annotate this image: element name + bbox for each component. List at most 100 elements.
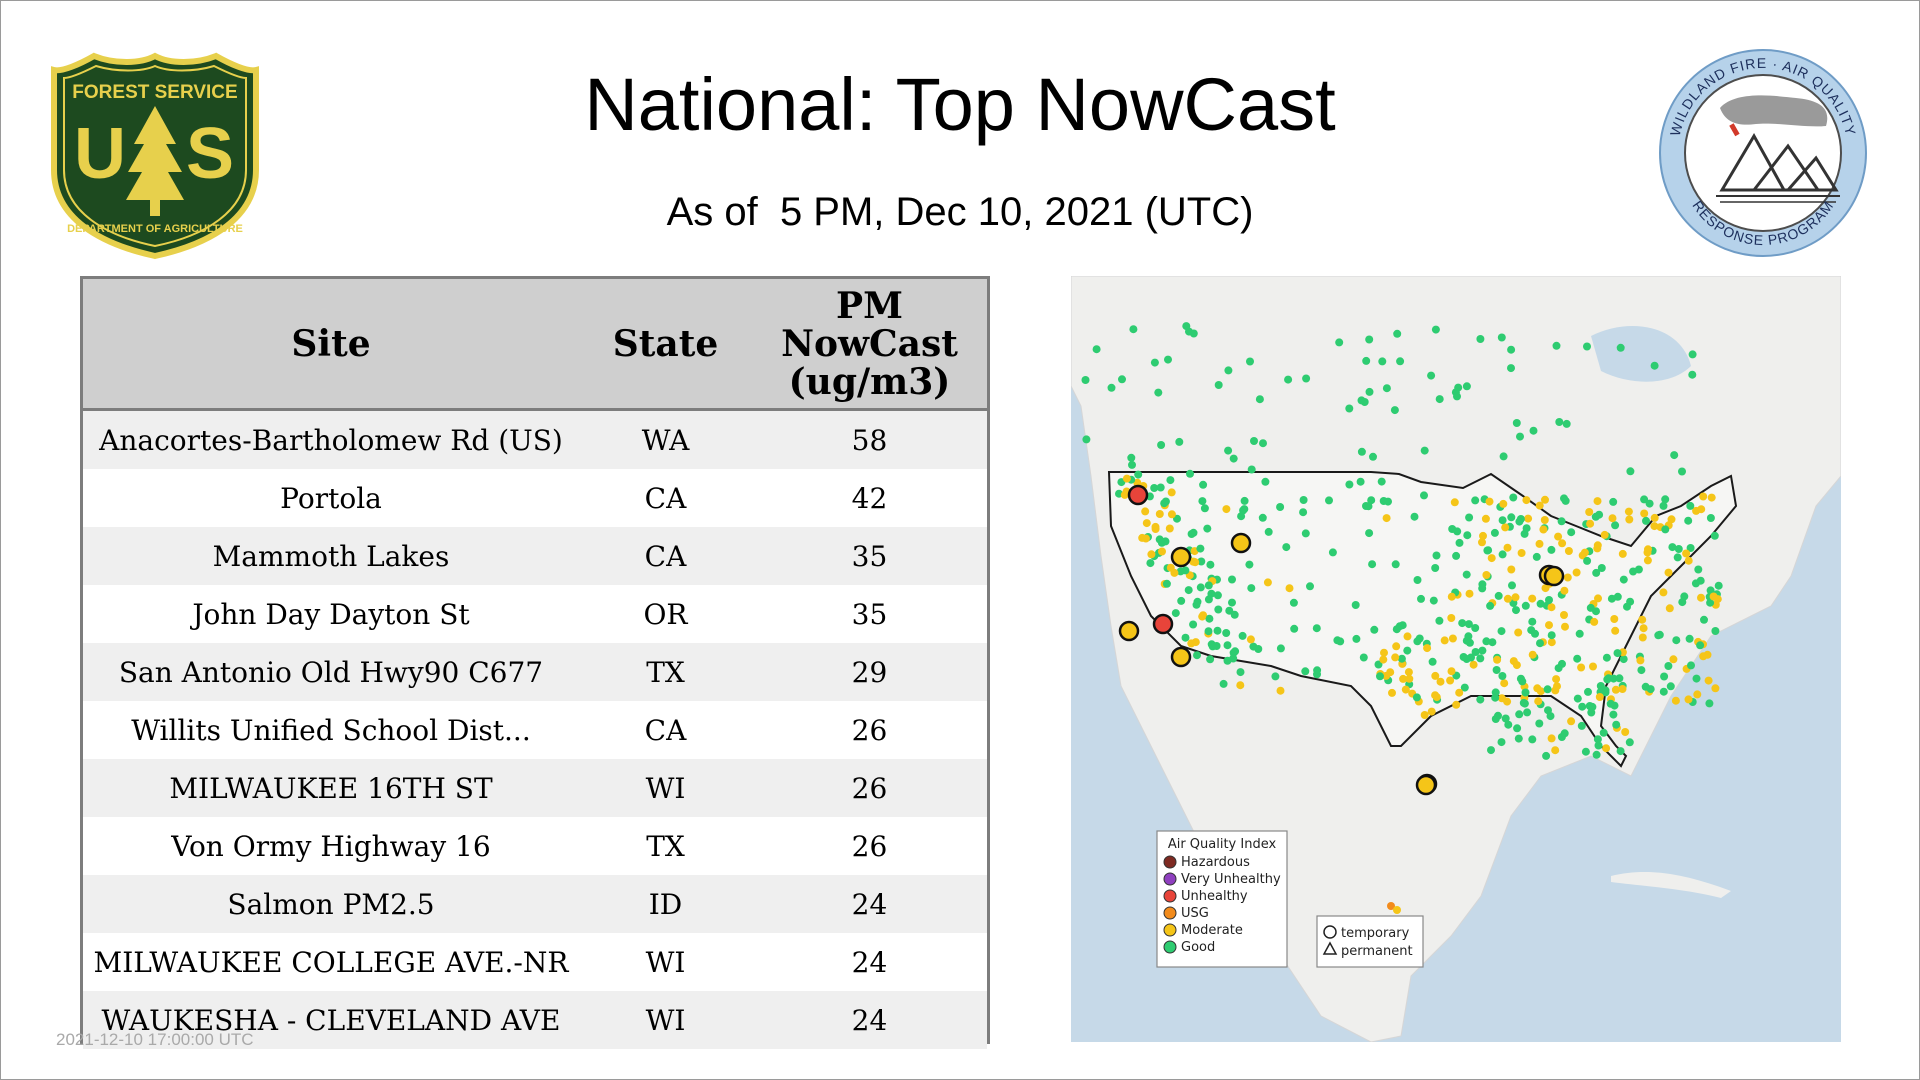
monitor-dot (1289, 598, 1298, 607)
monitor-dot (1160, 499, 1169, 508)
monitor-dot (1488, 638, 1497, 647)
monitor-dot (1435, 616, 1444, 625)
monitor-dot (1478, 538, 1486, 547)
monitor-dot (1547, 638, 1556, 647)
monitor-dot (1504, 720, 1513, 729)
monitor-dot (1562, 419, 1571, 428)
monitor-dot (1581, 747, 1590, 756)
monitor-dot (1515, 710, 1524, 719)
monitor-dot (1479, 531, 1487, 540)
monitor-dot (1507, 364, 1515, 373)
monitor-dot (1204, 627, 1213, 636)
monitor-dot (1589, 662, 1597, 671)
monitor-dot (1682, 549, 1691, 558)
monitor-dot (1686, 544, 1695, 552)
monitor-dot (1476, 335, 1485, 343)
legend-swatch (1163, 889, 1177, 903)
cell-site: Anacortes-Bartholomew Rd (US) (83, 409, 579, 469)
monitor-dot (1367, 496, 1376, 505)
monitor-dot (1578, 702, 1587, 711)
monitor-dot (1462, 570, 1471, 579)
monitor-dot (1165, 524, 1174, 533)
monitor-dot (1377, 477, 1386, 486)
monitor-dot (1107, 383, 1116, 392)
monitor-dot (1122, 474, 1131, 483)
monitor-dot (1164, 355, 1172, 364)
monitor-dot (1204, 581, 1213, 590)
monitor-dot (1491, 693, 1500, 702)
monitor-dot (1596, 682, 1605, 690)
monitor-dot (1500, 679, 1509, 688)
monitor-dot (1299, 496, 1308, 504)
monitor-dot (1586, 603, 1595, 612)
aqi-map: Air Quality Index Hazardous Very Unhealth… (1071, 276, 1841, 1042)
monitor-dot (1177, 596, 1186, 605)
monitor-dot (1706, 598, 1715, 607)
monitor-dot (1615, 674, 1624, 683)
legend-label: Hazardous (1181, 855, 1250, 870)
monitor-dot (1391, 653, 1400, 662)
monitor-dot (1369, 452, 1377, 461)
monitor-dot (1494, 591, 1503, 600)
monitor-dot (1503, 543, 1512, 552)
monitor-dot (1553, 682, 1561, 691)
monitor-dot (1507, 565, 1516, 574)
monitor-dot (1531, 629, 1539, 638)
monitor-dot (1247, 465, 1256, 474)
monitor-dot (1593, 497, 1602, 506)
forest-service-logo: FOREST SERVICE U S DEPARTMENT OF AGRICUL… (51, 52, 259, 260)
monitor-dot (1519, 698, 1528, 707)
monitor-dot (1619, 575, 1628, 584)
monitor-dot (1626, 467, 1635, 476)
monitor-dot (1427, 371, 1436, 380)
monitor-dot (1483, 546, 1492, 555)
monitor-dot (1497, 333, 1506, 342)
monitor-dot (1081, 376, 1090, 384)
monitor-dot (1463, 531, 1472, 540)
monitor-dot (1535, 539, 1544, 548)
monitor-dot (1290, 624, 1299, 633)
monitor-dot (1082, 435, 1091, 444)
table-row: Mammoth Lakes CA 35 (83, 527, 987, 585)
monitor-dot (1335, 338, 1344, 347)
monitor-dot (1616, 343, 1625, 352)
monitor-dot (1462, 382, 1471, 391)
monitor-dot (1157, 441, 1166, 449)
monitor-dot (1497, 627, 1506, 636)
monitor-dot (1228, 575, 1236, 584)
monitor-dot (1700, 615, 1708, 624)
monitor-dot (1128, 460, 1136, 469)
monitor-dot (1638, 615, 1647, 624)
cell-site: San Antonio Old Hwy90 C677 (83, 643, 579, 701)
monitor-dot (1222, 629, 1231, 637)
shape-legend: temporary permanent (1316, 915, 1424, 968)
monitor-dot (1623, 602, 1631, 611)
monitor-dot (1607, 594, 1616, 603)
monitor-dot (1602, 653, 1611, 662)
monitor-dot (1481, 514, 1490, 523)
cell-nowcast: 35 (752, 527, 987, 585)
monitor-dot (1592, 750, 1601, 759)
legend-label: Unhealthy (1181, 889, 1248, 904)
monitor-dot (1403, 646, 1412, 655)
monitor-dot (1509, 657, 1518, 666)
monitor-dot (1410, 512, 1419, 521)
monitor-dot (1546, 712, 1555, 721)
table-row: WAUKESHA - CLEVELAND AVE WI 24 (83, 991, 987, 1049)
monitor-dot (1471, 624, 1480, 632)
monitor-dot (1692, 674, 1701, 683)
monitor-dot (1405, 674, 1414, 683)
monitor-dot (1610, 615, 1619, 623)
monitor-dot (1368, 560, 1377, 569)
monitor-dot (1393, 329, 1402, 338)
monitor-dot (1181, 633, 1190, 642)
table-row: Salmon PM2.5 ID 24 (83, 875, 987, 933)
monitor-dot (1503, 594, 1512, 603)
monitor-dot (1285, 584, 1294, 593)
monitor-dot (1541, 495, 1549, 504)
monitor-dot (1306, 582, 1314, 591)
monitor-dot (1465, 589, 1474, 598)
monitor-dot (1577, 663, 1586, 672)
monitor-dot (1448, 634, 1457, 643)
monitor-dot (1453, 527, 1462, 536)
